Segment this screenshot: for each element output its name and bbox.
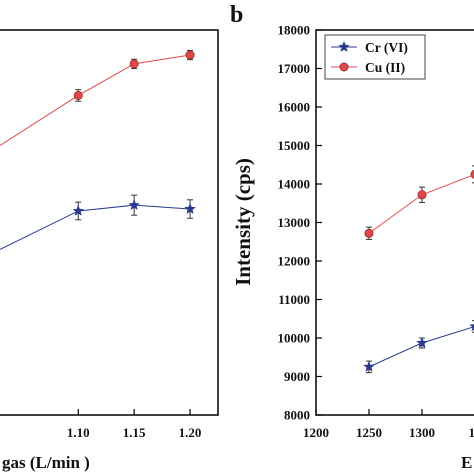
- panel-b-x-tick-label: 1300: [409, 425, 435, 440]
- panel-a-series-line: [0, 54, 191, 146]
- panel-b-y-tick-label: 12000: [278, 254, 311, 269]
- panel-b-data-point: [416, 337, 428, 348]
- panel-b-error-bar: [472, 165, 474, 184]
- legend-marker: [338, 41, 350, 52]
- panel-b-data-point: [417, 190, 427, 200]
- panel-a-x-tick-label: 1.10: [67, 425, 90, 440]
- legend-marker: [339, 62, 349, 72]
- panel-b-data-point: [470, 169, 474, 179]
- panel-b-x-tick-label: 13: [469, 425, 474, 440]
- panel-b-y-tick-label: 11000: [278, 292, 310, 307]
- panel-b-y-tick-label: 9000: [284, 369, 310, 384]
- panel-a-x-tick-label: 1.15: [123, 425, 146, 440]
- panel-b-frame: [315, 29, 474, 416]
- panel-b-y-tick-label: 17000: [278, 61, 311, 76]
- panel-b-y-tick-label: 8000: [284, 408, 310, 423]
- legend-label: Cu (II): [365, 60, 405, 75]
- panel-a-data-point: [185, 50, 195, 60]
- panel-a-x-axis-label: gas (L/min ): [2, 453, 90, 472]
- panel-b-y-tick-label: 18000: [278, 23, 311, 38]
- panel-b-y-axis-label: Intensity (cps): [231, 158, 255, 286]
- panel-b-x-tick-label: 1200: [303, 425, 329, 440]
- panel-a-data-point: [73, 90, 83, 100]
- panel-b-data-point: [363, 360, 375, 372]
- panel-b-x-tick-label: 1250: [356, 425, 382, 440]
- panel-a-chart: 1.10 1.15 1.20 gas (L/min ): [0, 29, 219, 472]
- panel-a-frame: [0, 29, 219, 416]
- panel-a-x-tick-label: 1.20: [179, 425, 202, 440]
- panel-b-chart: 8000 9000 10000 11000 12000 13000 14000 15000 16…: [231, 23, 474, 472]
- panel-b-y-tick-label: 15000: [278, 138, 311, 153]
- panel-b-series-line: [368, 174, 474, 234]
- panel-b-x-axis-label: E: [461, 453, 472, 472]
- panel-b-y-tick-label: 10000: [278, 331, 311, 346]
- panel-a-data-point: [129, 59, 139, 69]
- panel-b-data-point: [469, 322, 474, 332]
- panel-b-label: b: [230, 2, 243, 28]
- panel-a-data-point: [72, 204, 84, 216]
- panel-a-series-line: [0, 204, 191, 250]
- panel-b-y-tick-label: 16000: [278, 100, 311, 115]
- panel-a-data-point: [128, 199, 140, 211]
- panel-b-y-tick-label: 13000: [278, 215, 311, 230]
- legend-box: [324, 34, 426, 80]
- panel-b-error-bar: [472, 320, 474, 333]
- panel-b-data-point: [364, 228, 374, 238]
- panel-b-y-tick-label: 14000: [278, 177, 311, 192]
- panel-a-data-point: [184, 203, 196, 214]
- legend-label: Cr (VI): [365, 40, 408, 55]
- panel-b-legend: Cr (VI) Cu (II): [324, 34, 426, 80]
